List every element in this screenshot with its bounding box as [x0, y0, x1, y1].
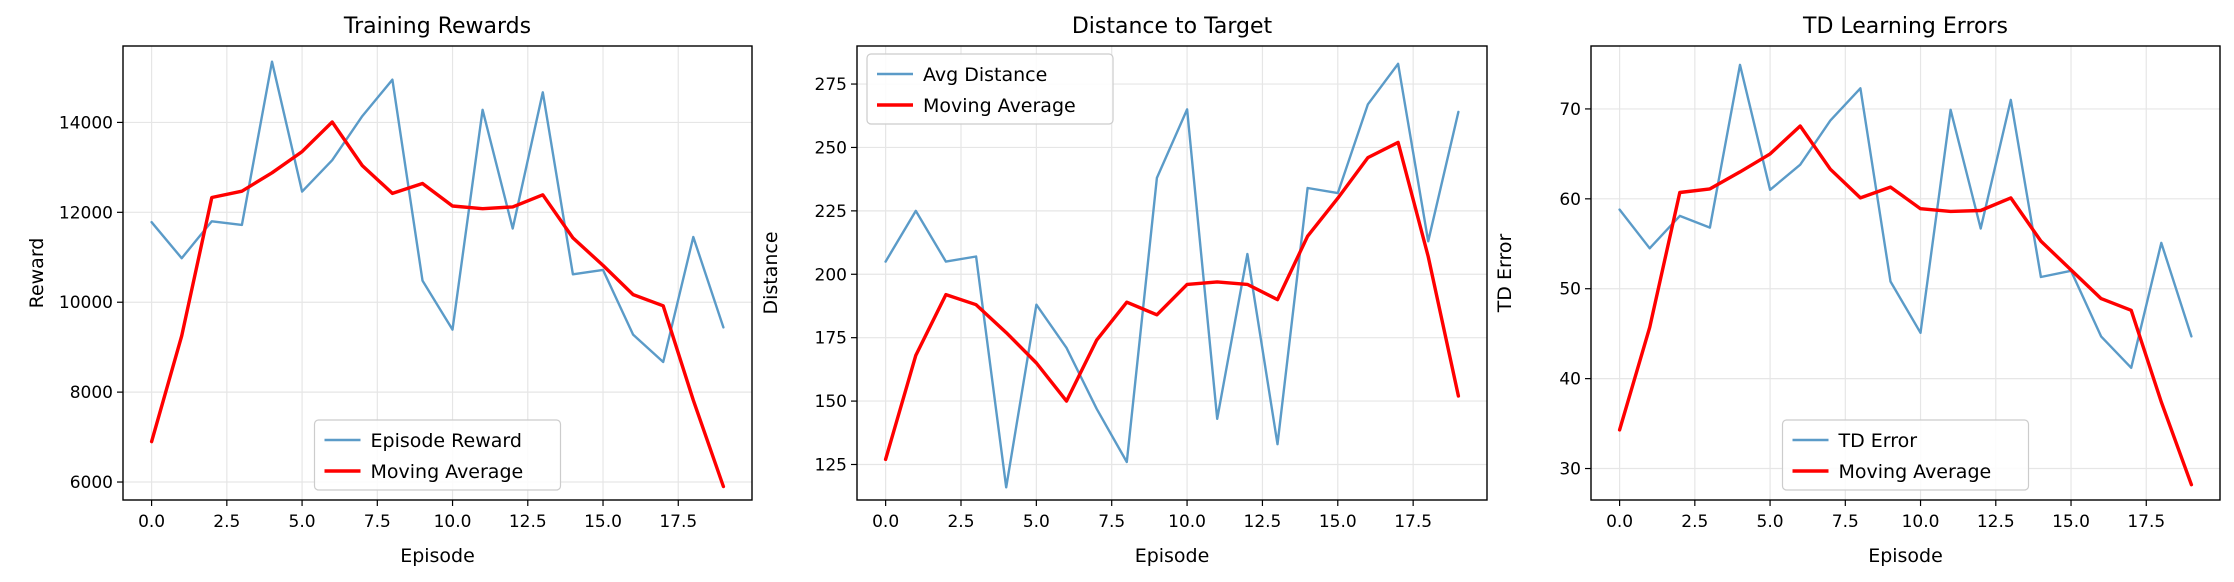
- legend-label: TD Error: [1838, 430, 1918, 452]
- legend-label: Moving Average: [371, 461, 524, 483]
- x-axis-label: Episode: [1135, 545, 1210, 567]
- y-tick-label: 14000: [59, 113, 113, 133]
- chart-panel: 0.0 2.5 5.0 7.5 10.0 12.5 15.0 17.5 6000 8000 1000…: [26, 14, 753, 567]
- chart-title: Distance to Target: [1072, 14, 1273, 39]
- x-axis-label: Episode: [400, 545, 475, 567]
- x-tick-label: 10.0: [434, 512, 472, 532]
- legend-box: [313, 419, 562, 491]
- x-tick-label: 7.5: [1098, 512, 1125, 532]
- x-tick-label: 0.0: [138, 512, 165, 532]
- x-axis-label: Episode: [1868, 545, 1943, 567]
- axes-frame: [856, 45, 1488, 501]
- legend-box: [1781, 419, 2030, 491]
- y-tick-label: 200: [815, 265, 847, 285]
- legend-label: Moving Average: [1839, 461, 1992, 483]
- legend-label: Episode Reward: [371, 430, 522, 452]
- x-tick-label: 12.5: [1244, 512, 1282, 532]
- y-axis-label: Reward: [26, 238, 48, 309]
- series-line-raw: [1618, 63, 2193, 369]
- x-tick-label: 15.0: [1319, 512, 1357, 532]
- y-axis-label: TD Error: [1494, 234, 1516, 314]
- series-line-moving-average: [149, 120, 726, 489]
- x-tick-label: 0.0: [1606, 512, 1633, 532]
- x-tick-label: 12.5: [509, 512, 547, 532]
- y-tick-label: 30: [1559, 460, 1581, 480]
- y-tick-label: 70: [1559, 100, 1581, 120]
- y-tick-label: 275: [815, 75, 847, 95]
- x-tick-label: 5.0: [1757, 512, 1784, 532]
- y-tick-label: 125: [815, 455, 847, 475]
- legend: TD Error Moving Average: [1781, 419, 2030, 491]
- chart-title: Training Rewards: [343, 14, 531, 39]
- x-tick-label: 5.0: [1023, 512, 1050, 532]
- y-axis-label: Distance: [760, 231, 782, 314]
- x-tick-label: 0.0: [872, 512, 899, 532]
- axes-frame: [1590, 45, 2221, 501]
- chart-title: TD Learning Errors: [1802, 14, 2008, 39]
- y-tick-label: 10000: [59, 293, 113, 313]
- x-tick-label: 12.5: [1977, 512, 2015, 532]
- x-tick-label: 17.5: [1394, 512, 1432, 532]
- legend-label: Moving Average: [923, 95, 1076, 117]
- y-tick-label: 12000: [59, 203, 113, 223]
- y-tick-label: 175: [815, 329, 847, 349]
- y-tick-label: 50: [1559, 280, 1581, 300]
- legend: Avg Distance Moving Average: [866, 53, 1114, 125]
- x-tick-label: 10.0: [1168, 512, 1206, 532]
- x-tick-label: 2.5: [947, 512, 974, 532]
- x-tick-label: 15.0: [2052, 512, 2090, 532]
- legend-box: [866, 53, 1114, 125]
- legend-label: Avg Distance: [923, 64, 1047, 86]
- x-tick-label: 7.5: [1832, 512, 1859, 532]
- x-tick-label: 7.5: [364, 512, 391, 532]
- axes-frame: [122, 45, 753, 501]
- chart-panel: 0.0 2.5 5.0 7.5 10.0 12.5 15.0 17.5 125 150 175 200…: [760, 14, 1488, 567]
- x-tick-label: 17.5: [2127, 512, 2165, 532]
- series-line-raw: [884, 62, 1460, 489]
- y-tick-label: 150: [815, 392, 847, 412]
- y-tick-label: 225: [815, 202, 847, 222]
- series-line-moving-average: [1617, 124, 2194, 487]
- x-tick-label: 2.5: [213, 512, 240, 532]
- y-tick-label: 250: [815, 138, 847, 158]
- y-tick-label: 8000: [70, 383, 113, 403]
- x-tick-label: 10.0: [1902, 512, 1940, 532]
- x-tick-label: 2.5: [1681, 512, 1708, 532]
- x-tick-label: 17.5: [659, 512, 697, 532]
- x-tick-label: 15.0: [584, 512, 622, 532]
- y-tick-label: 40: [1559, 370, 1581, 390]
- series-line-moving-average: [883, 140, 1461, 462]
- legend: Episode Reward Moving Average: [313, 419, 562, 491]
- chart-panel: 0.0 2.5 5.0 7.5 10.0 12.5 15.0 17.5 30 40 50 60 70 TD…: [1494, 14, 2221, 567]
- y-tick-label: 60: [1559, 190, 1581, 210]
- x-tick-label: 5.0: [289, 512, 316, 532]
- y-tick-label: 6000: [70, 473, 113, 493]
- series-line-raw: [150, 60, 725, 364]
